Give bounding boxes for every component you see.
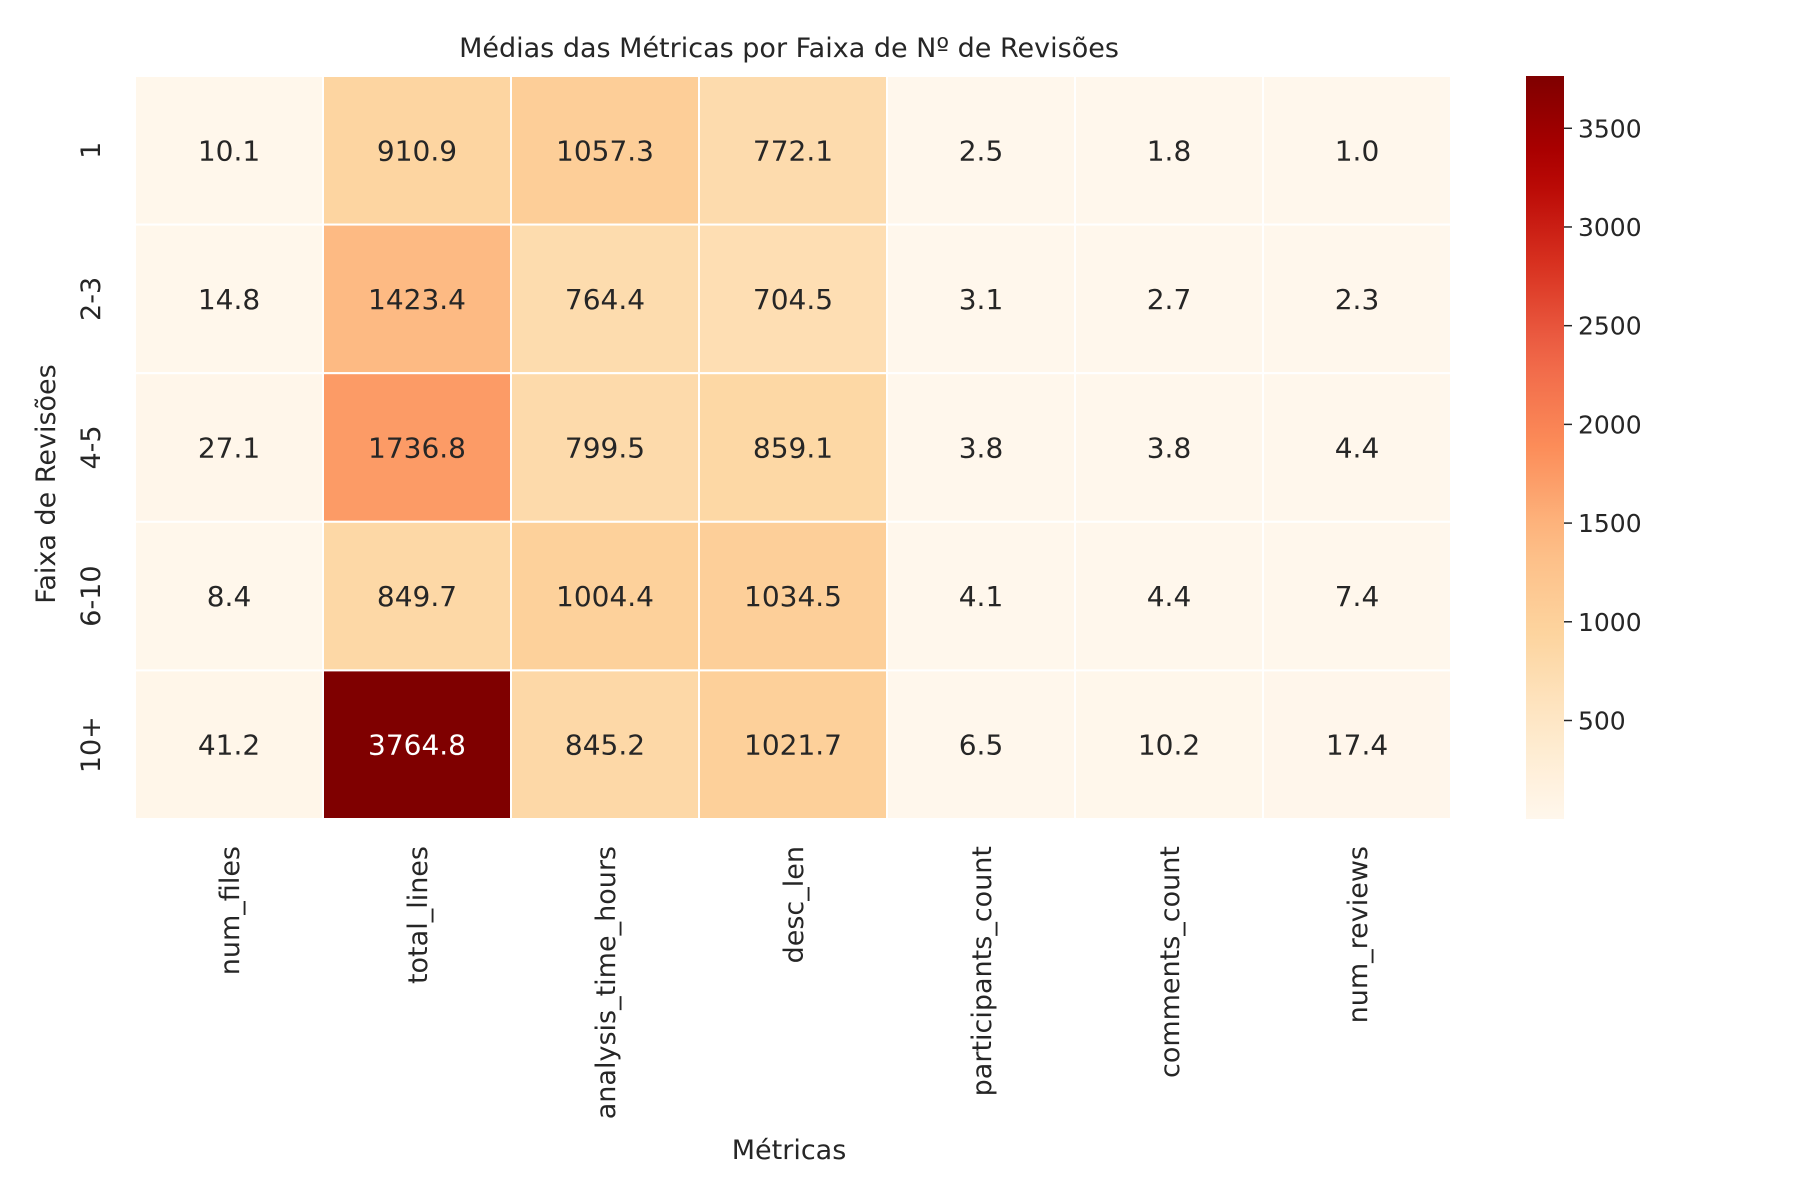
heatmap-cell [134,669,324,821]
cell-value-label: 1004.4 [556,580,654,613]
heatmap-cell [322,520,512,672]
heatmap-cell [1074,669,1264,821]
heatmap-cell [1074,223,1264,375]
y-axis-ticks: 1 2-3 4-5 6-10 10+ [76,142,107,773]
cell-value-label: 1034.5 [744,580,842,613]
cell-value-label: 772.1 [753,134,833,167]
cell-value-label: 799.5 [565,432,645,465]
cell-value-label: 17.4 [1326,729,1388,762]
heatmap-cell [134,520,324,672]
cell-value-label: 1423.4 [368,283,466,316]
cell-value-label: 41.2 [198,729,260,762]
y-tick-label: 4-5 [76,425,107,469]
cell-value-label: 27.1 [198,432,260,465]
colorbar-ticks: 500 1000 1500 2000 2500 3000 3500 [1564,114,1642,735]
heatmap-cell [1262,223,1452,375]
heatmap-cell [1074,520,1264,672]
x-tick-label: desc_len [779,846,810,963]
colorbar-tick-label: 500 [1578,706,1626,735]
colorbar-tick-label: 3500 [1578,114,1642,143]
x-tick-label: analysis_time_hours [591,846,622,1119]
heatmap-cell [510,372,700,523]
cell-value-label: 1021.7 [744,729,842,762]
cell-value-label: 1736.8 [368,432,466,465]
heatmap-cell [886,223,1076,375]
x-tick-label: num_reviews [1343,846,1374,1023]
heatmap-cell [698,75,888,226]
heatmap-cell [886,75,1076,226]
cell-value-label: 1.0 [1335,134,1380,167]
heatmap-cells: 10.1 910.9 1057.3 772.1 2.5 1.8 1.0 14.8 1423.4 7… [134,75,1452,821]
colorbar-bar [1526,76,1564,819]
heatmap-cell [134,223,324,375]
cell-value-label: 845.2 [565,729,645,762]
x-tick-label: total_lines [403,846,434,984]
cell-value-label: 910.9 [377,134,457,167]
heatmap-cell [322,75,512,226]
heatmap-cell [886,372,1076,523]
cell-value-label: 10.1 [198,134,260,167]
colorbar-tick-label: 2500 [1578,312,1642,341]
heatmap-cell [1074,372,1264,523]
x-axis-label: Métricas [732,1135,847,1166]
heatmap-cell [698,520,888,672]
cell-value-label: 4.4 [1147,580,1192,613]
cell-value-label: 3.1 [959,283,1004,316]
heatmap-cell [322,372,512,523]
cell-value-label: 3764.8 [368,729,466,762]
colorbar: 500 1000 1500 2000 2500 3000 3500 [1526,76,1642,819]
heatmap-cell [1262,520,1452,672]
chart-title: Médias das Métricas por Faixa de Nº de R… [459,33,1119,64]
cell-value-label: 4.1 [959,580,1004,613]
heatmap-cell [510,75,700,226]
cell-value-label: 1.8 [1147,134,1192,167]
x-axis-ticks: num_files total_lines analysis_time_hours d… [215,846,1374,1119]
y-tick-label: 1 [76,142,107,159]
cell-value-label: 7.4 [1335,580,1380,613]
heatmap-cell [1074,75,1264,226]
heatmap-cell [510,669,700,821]
cell-value-label: 2.3 [1335,283,1380,316]
heatmap-cell [698,372,888,523]
cell-value-label: 849.7 [377,580,457,613]
colorbar-tick-label: 3000 [1578,213,1642,242]
cell-value-label: 764.4 [565,283,645,316]
y-axis-label: Faixa de Revisões [31,364,62,603]
x-tick-label: num_files [215,846,246,975]
cell-value-label: 2.7 [1147,283,1192,316]
cell-value-label: 6.5 [959,729,1004,762]
x-tick-label: comments_count [1155,846,1186,1078]
cell-value-label: 8.4 [207,580,252,613]
cell-value-label: 14.8 [198,283,260,316]
y-tick-label: 6-10 [76,565,107,626]
heatmap-cell [1262,372,1452,523]
colorbar-tick-label: 1000 [1578,608,1642,637]
x-tick-label: participants_count [967,846,998,1096]
cell-value-label: 1057.3 [556,134,654,167]
heatmap-cell [510,223,700,375]
cell-value-label: 3.8 [1147,432,1192,465]
cell-value-label: 2.5 [959,134,1004,167]
cell-value-label: 3.8 [959,432,1004,465]
colorbar-tick-label: 1500 [1578,509,1642,538]
cell-value-label: 704.5 [753,283,833,316]
cell-value-label: 859.1 [753,432,833,465]
y-tick-label: 10+ [76,716,107,773]
heatmap-cell [1262,669,1452,821]
y-tick-label: 2-3 [76,277,107,321]
colorbar-tick-label: 2000 [1578,410,1642,439]
cell-value-label: 10.2 [1138,729,1200,762]
heatmap-cell [134,75,324,226]
cell-value-label: 4.4 [1335,432,1380,465]
